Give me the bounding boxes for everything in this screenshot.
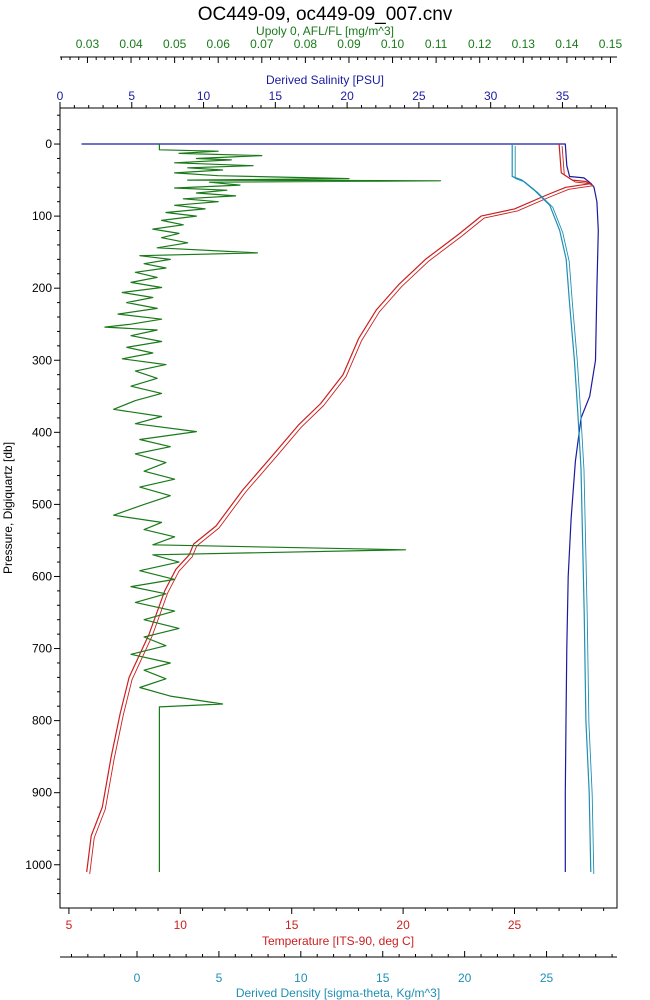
pressure-tick-label: 600	[32, 569, 52, 583]
pressure-tick-label: 100	[32, 209, 52, 223]
pressure-tick-label: 400	[32, 425, 52, 439]
fluor-tick-label: 0.10	[381, 37, 405, 51]
density-tick-label: 20	[458, 971, 472, 985]
fluor-tick-label: 0.04	[119, 37, 143, 51]
density-series-line-secondary	[514, 146, 595, 875]
fluor-tick-label: 0.03	[76, 37, 100, 51]
series-layer	[81, 143, 599, 875]
fluor-tick-label: 0.07	[250, 37, 274, 51]
fluor-tick-label: 0.09	[337, 37, 361, 51]
temperature-axis-label: Temperature [ITS-90, deg C]	[262, 934, 414, 948]
salinity-tick-label: 30	[484, 89, 498, 103]
fluor-tick-label: 0.12	[468, 37, 492, 51]
salinity-tick-label: 0	[57, 89, 64, 103]
temperature-tick-label: 15	[285, 918, 299, 932]
pressure-tick-label: 900	[32, 786, 52, 800]
pressure-tick-label: 300	[32, 353, 52, 367]
density-tick-label: 15	[376, 971, 390, 985]
salinity-series-line	[81, 143, 599, 872]
axes-layer: 0.03 0.04 0.05 0.06 0.07 0.08 0.09 0.10 0.11 0.12…	[25, 37, 622, 985]
temperature-tick-label: 10	[174, 918, 188, 932]
pressure-axis-label: Pressure, Digiquartz [db]	[1, 442, 15, 574]
plot-frame	[59, 107, 618, 909]
density-tick-label: 0	[134, 971, 141, 985]
pressure-tick-label: 700	[32, 642, 52, 656]
chart-title: OC449-09, oc449-09_007.cnv	[198, 4, 453, 25]
fluor-tick-label: 0.13	[512, 37, 536, 51]
salinity-tick-label: 10	[197, 89, 211, 103]
temperature-tick-label: 5	[66, 918, 73, 932]
temperature-tick-label: 20	[396, 918, 410, 932]
salinity-tick-label: 5	[128, 89, 135, 103]
temperature-tick-label: 25	[508, 918, 522, 932]
fluor-axis-label: Upoly 0, AFL/FL [mg/m^3]	[256, 24, 394, 38]
fluor-tick-label: 0.11	[425, 37, 448, 51]
pressure-tick-label: 800	[32, 714, 52, 728]
salinity-tick-label: 25	[412, 89, 426, 103]
temperature-series-line-secondary	[89, 145, 594, 875]
pressure-tick-label: 200	[32, 281, 52, 295]
pressure-tick-label: 1000	[25, 858, 52, 872]
salinity-tick-label: 15	[269, 89, 283, 103]
density-axis-label: Derived Density [sigma-theta, Kg/m^3]	[236, 986, 440, 1000]
salinity-tick-label: 20	[340, 89, 354, 103]
fluor-tick-label: 0.14	[555, 37, 579, 51]
temperature-series-line	[86, 143, 591, 873]
pressure-tick-label: 0	[45, 137, 52, 151]
fluor-tick-label: 0.08	[294, 37, 318, 51]
density-tick-label: 5	[216, 971, 223, 985]
pressure-tick-label: 500	[32, 497, 52, 511]
fluor-series-line	[104, 144, 442, 872]
fluor-tick-label: 0.05	[163, 37, 187, 51]
density-tick-label: 10	[294, 971, 308, 985]
salinity-axis-label: Derived Salinity [PSU]	[266, 73, 384, 87]
fluor-tick-label: 0.06	[207, 37, 231, 51]
salinity-tick-label: 35	[556, 89, 570, 103]
fluor-tick-label: 0.15	[599, 37, 623, 51]
density-tick-label: 25	[540, 971, 554, 985]
